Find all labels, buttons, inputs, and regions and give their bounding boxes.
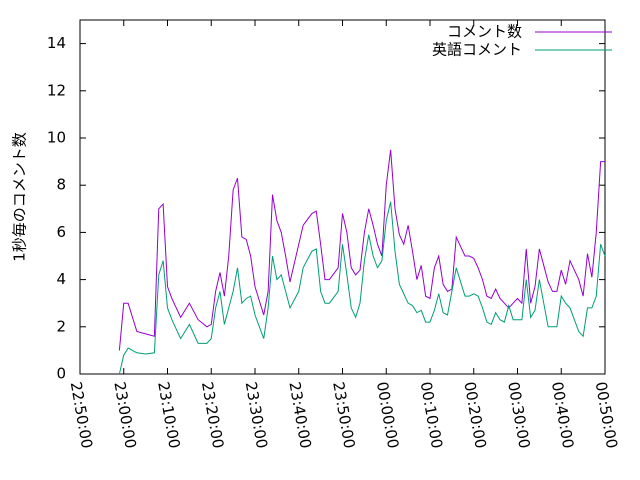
x-tick-label: 00:40:00 <box>548 380 577 449</box>
x-tick-label: 23:00:00 <box>110 380 139 449</box>
legend-label: コメント数 <box>447 23 522 41</box>
x-tick-label: 23:10:00 <box>154 380 183 449</box>
x-tick-label: 23:50:00 <box>329 380 358 449</box>
y-tick-label: 10 <box>47 129 66 147</box>
series-line <box>118 201 606 375</box>
y-tick-label: 14 <box>47 34 66 52</box>
x-tick-label: 00:50:00 <box>592 380 621 449</box>
y-tick-label: 6 <box>56 223 66 241</box>
x-tick-label: 23:40:00 <box>285 380 314 449</box>
x-tick-label: 23:30:00 <box>242 380 271 449</box>
y-tick-label: 4 <box>56 270 66 288</box>
x-tick-label: 00:00:00 <box>373 380 402 449</box>
y-tick-label: 0 <box>56 365 66 383</box>
x-tick-label: 23:20:00 <box>198 380 227 449</box>
series-line <box>118 149 605 351</box>
x-tick-label: 00:20:00 <box>460 380 489 449</box>
y-tick-label: 8 <box>56 176 66 194</box>
x-tick-label: 22:50:00 <box>67 380 96 449</box>
plot-frame <box>79 19 606 375</box>
y-tick-label: 12 <box>47 81 66 99</box>
y-axis-label: 1秒毎のコメント数 <box>11 132 29 262</box>
y-tick-label: 2 <box>56 317 66 335</box>
legend-label: 英語コメント <box>432 41 522 59</box>
x-tick-label: 00:10:00 <box>417 380 446 449</box>
x-tick-label: 00:30:00 <box>504 380 533 449</box>
